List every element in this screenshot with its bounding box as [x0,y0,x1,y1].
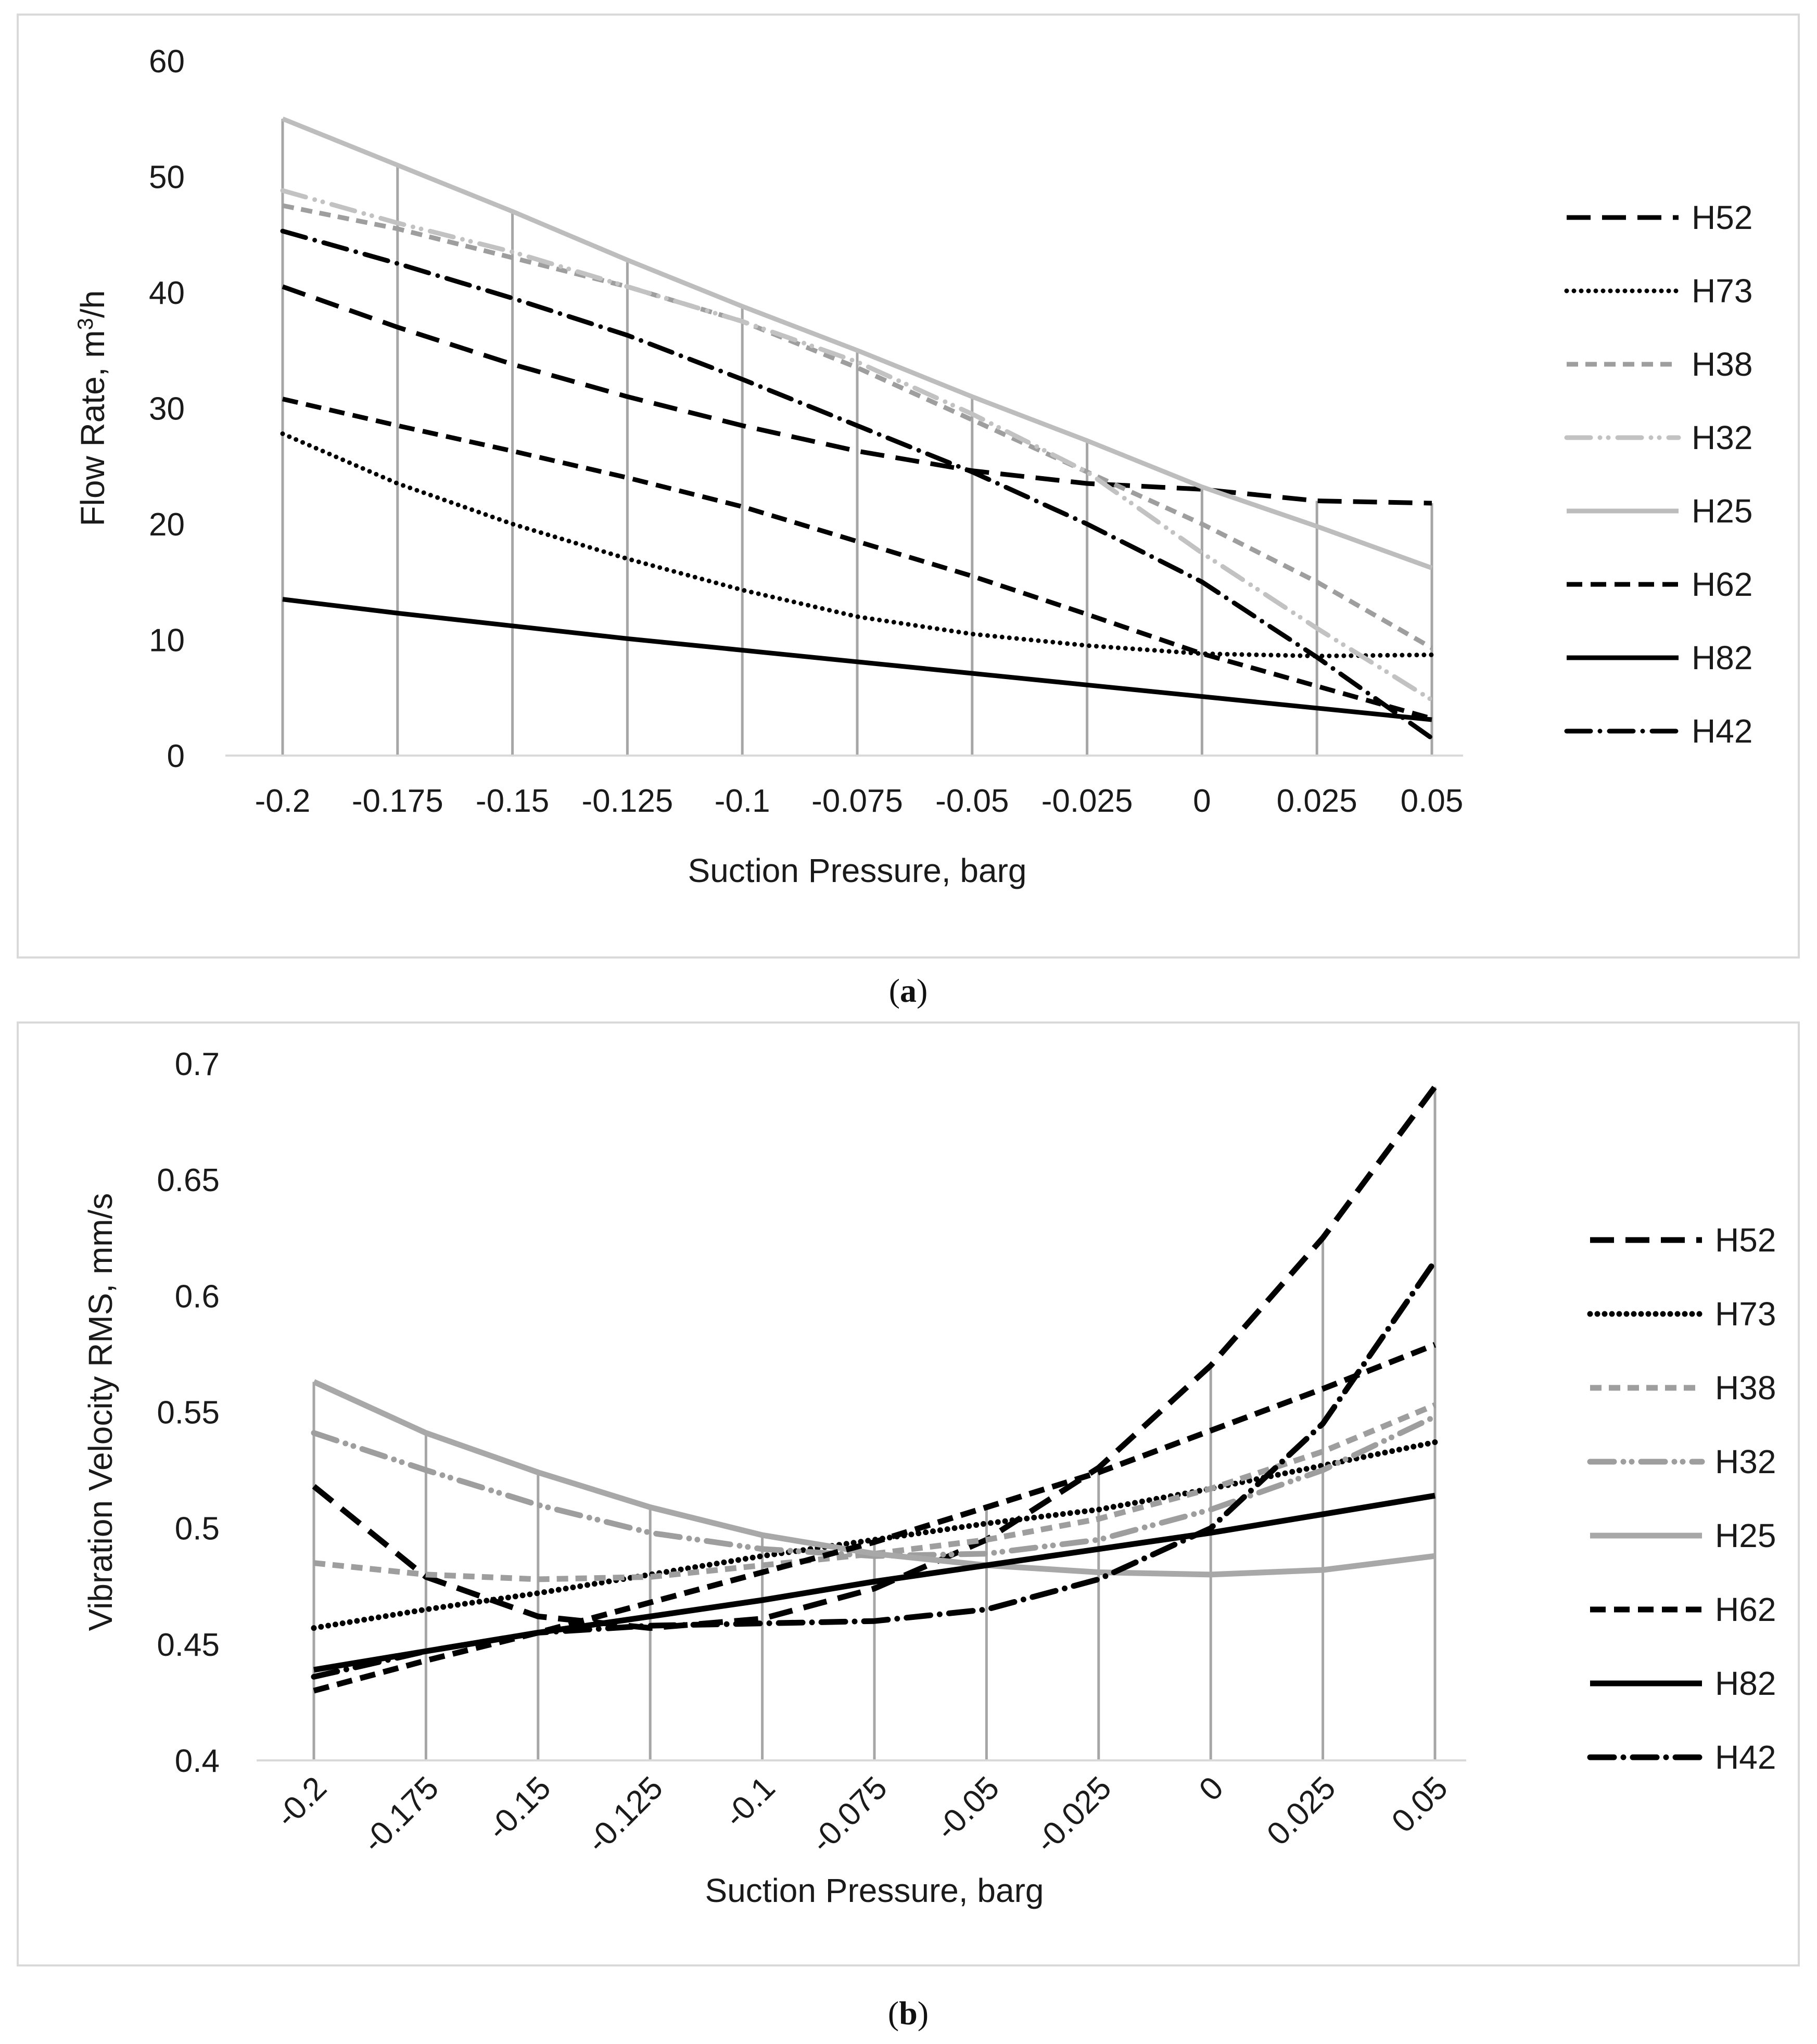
legend-label-h52: H52 [1692,199,1752,236]
series-line-h62 [313,1342,1437,1694]
caption-a-letter: a [900,972,917,1009]
series-line-h38 [282,203,1433,650]
caption-a: (a) [889,972,928,1009]
y-tick-label: 10 [149,623,185,659]
x-tick-label: -0.075 [811,783,903,819]
x-tick-label: -0.125 [581,783,673,819]
chart-b-frame [17,1021,1800,1966]
x-tick-label: -0.175 [352,783,443,819]
series-line-h82 [282,597,1432,722]
legend-label-h38: H38 [1715,1369,1776,1407]
y-axis-title: Vibration Velocity RMS, mm/s [82,1193,119,1631]
y-tick-label: 0.4 [175,1743,220,1779]
legend-label-h25: H25 [1715,1517,1776,1554]
legend-label-h42: H42 [1715,1739,1776,1776]
series-line-h42 [280,228,1434,741]
legend-label-h73: H73 [1715,1295,1776,1333]
x-axis-title: Suction Pressure, barg [705,1872,1044,1909]
x-tick-label: -0.025 [1041,783,1133,819]
legend-label-h52: H52 [1715,1221,1776,1259]
series-line-h25 [312,1379,1435,1578]
legend-label-h42: H42 [1692,712,1752,750]
y-tick-label: 60 [149,44,185,80]
x-axis-title: Suction Pressure, barg [688,852,1027,889]
legend-label-h73: H73 [1692,272,1752,310]
y-tick-label: 40 [149,275,185,311]
y-tick-label: 0.55 [157,1395,220,1431]
y-tick-label: 0.6 [175,1279,220,1314]
series-line-h25 [282,117,1433,570]
y-tick-label: 50 [149,160,185,196]
x-tick-label: 0.025 [1277,783,1357,819]
series-line-h52 [312,1085,1438,1631]
series-line-h42 [311,1258,1438,1680]
series-line-h73 [280,431,1434,659]
y-tick-label: 0.7 [175,1046,220,1082]
legend-label-h62: H62 [1692,566,1752,603]
x-tick-label: -0.05 [935,783,1009,819]
legend-label-h32: H32 [1715,1443,1776,1480]
y-tick-label: 0.5 [175,1511,220,1547]
y-tick-label: 0.65 [157,1162,220,1198]
y-axis-title: Flow Rate, m3/h [73,290,111,527]
series-line-h32 [280,188,1434,702]
chart-a: 0 10 20 30 40 50 60 -0.2 -0.175 -0.15 -0.125 -0.1 -0… [73,44,1752,889]
x-tick-label: -0.2 [255,783,311,819]
caption-b: (b) [888,1995,929,2032]
x-tick-label: 0.05 [1401,783,1464,819]
caption-b-letter: b [899,1995,918,2032]
legend-label-h25: H25 [1692,492,1752,530]
legend-label-h82: H82 [1715,1665,1776,1702]
legend-label-h32: H32 [1692,419,1752,456]
series-line-h62 [282,397,1433,721]
chart-a-frame [17,14,1800,959]
y-tick-label: 0 [167,738,185,774]
y-tick-label: 20 [149,507,185,543]
legend-label-h38: H38 [1692,346,1752,383]
x-tick-label: -0.1 [715,783,770,819]
x-tick-label: 0 [1193,783,1211,819]
legend-label-h82: H82 [1692,639,1752,676]
x-tick-label: -0.15 [476,783,549,819]
legend-label-h62: H62 [1715,1591,1776,1628]
y-tick-label: 30 [149,391,185,427]
y-tick-label: 0.45 [157,1627,220,1663]
